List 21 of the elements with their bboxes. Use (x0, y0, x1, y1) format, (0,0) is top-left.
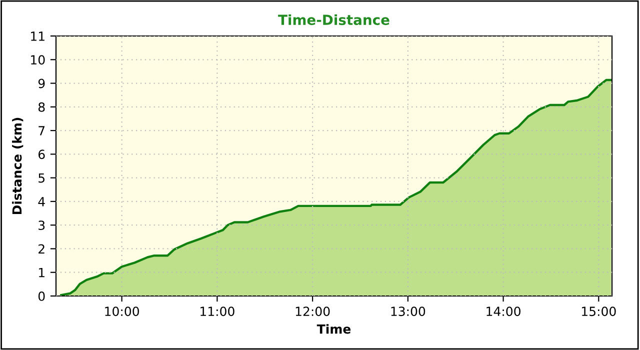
x-tick-label: 14:00 (486, 306, 520, 316)
y-tick-label: 9 (38, 78, 45, 88)
x-tick-label: 13:00 (391, 306, 426, 316)
y-tick-label: 3 (38, 220, 45, 230)
x-tick-label: 11:00 (200, 306, 234, 316)
y-axis-title: Distance (km) (12, 118, 24, 214)
y-tick-label: 8 (38, 102, 45, 112)
x-axis-title: Time (316, 324, 351, 334)
y-tick-label: 6 (38, 150, 45, 160)
y-tick-label: 4 (38, 197, 45, 206)
x-tick-label: 10:00 (105, 306, 139, 316)
y-tick-label: 0 (38, 291, 45, 301)
x-tick-label: 15:00 (582, 306, 616, 316)
y-tick-label: 10 (31, 55, 45, 65)
x-tick-label: 12:00 (296, 306, 330, 316)
y-tick-label: 2 (38, 244, 44, 254)
y-tick-label: 11 (31, 32, 44, 41)
y-tick-label: 1 (39, 268, 44, 278)
y-tick-label: 7 (38, 126, 45, 136)
chart-title: Time-Distance (278, 14, 390, 26)
y-tick-label: 5 (38, 173, 44, 183)
